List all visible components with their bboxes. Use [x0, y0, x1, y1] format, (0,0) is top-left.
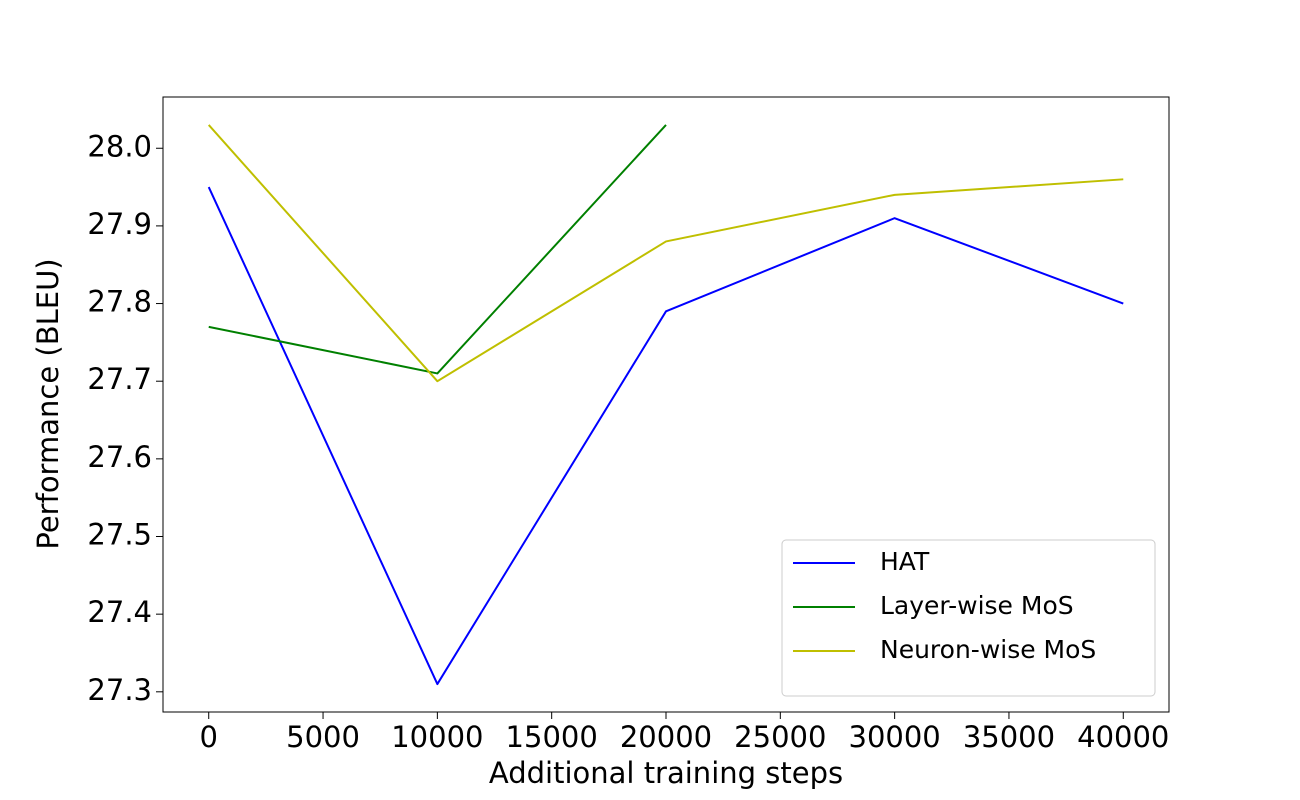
legend-label: Layer-wise MoS: [880, 591, 1074, 620]
x-tick-label: 40000: [1077, 720, 1169, 754]
y-tick-label: 28.0: [87, 129, 152, 163]
x-tick-label: 15000: [506, 720, 598, 754]
series-line: [207, 124, 1124, 383]
legend-label: Neuron-wise MoS: [880, 635, 1096, 664]
legend-box: [781, 539, 1156, 697]
x-tick-label: 35000: [963, 720, 1055, 754]
legend-label: HAT: [880, 547, 930, 576]
y-tick-label: 27.7: [87, 362, 152, 396]
x-tick-label: 5000: [286, 720, 360, 754]
x-tick-label: 10000: [391, 720, 483, 754]
y-tick-label: 27.4: [87, 595, 152, 629]
y-tick-label: 27.6: [87, 440, 152, 474]
y-tick-label: 27.9: [87, 207, 152, 241]
y-tick-label: 27.5: [87, 518, 152, 552]
x-tick-label: 20000: [620, 720, 712, 754]
y-tick-label: 27.8: [87, 285, 152, 319]
x-tick-label: 30000: [849, 720, 941, 754]
x-axis-label: Additional training steps: [489, 756, 843, 790]
series-line: [208, 124, 667, 375]
y-tick-label: 27.3: [87, 673, 152, 707]
x-tick-label: 25000: [734, 720, 826, 754]
x-tick-label: 0: [200, 720, 218, 754]
plot-frame: [162, 96, 1170, 713]
series-line: [207, 186, 1124, 686]
y-axis-label: Performance (BLEU): [31, 258, 65, 549]
